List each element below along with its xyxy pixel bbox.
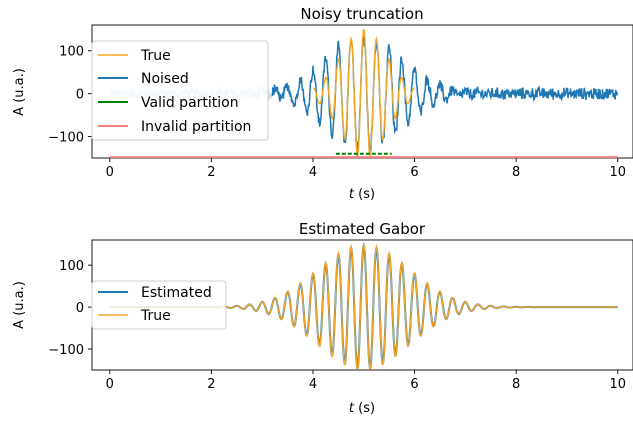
legend-true-label: True [140, 48, 171, 64]
top-xtick-label: 2 [207, 165, 215, 180]
top-legend: True Noised Valid partition Invalid part… [91, 40, 269, 141]
bottom-ylabel: A (u.a.) [12, 281, 27, 329]
top-ytick-label: 0 [76, 88, 84, 103]
top-ytick-label: −100 [48, 131, 84, 146]
bottom-ytick-label: −100 [48, 343, 84, 358]
top-ylabel: A (u.a.) [12, 68, 27, 116]
bottom-ytick-label: 100 [59, 259, 84, 274]
top-xlabel: t (s) [349, 187, 375, 202]
bottom-xtick-label: 10 [609, 377, 626, 392]
legend-noised-label: Noised [141, 71, 189, 87]
legend-invalid-label: Invalid partition [141, 119, 251, 135]
bottom-xtick-label: 2 [207, 377, 215, 392]
top-xtick-label: 10 [609, 165, 626, 180]
bottom-xtick-label: 0 [106, 377, 114, 392]
top-title: Noisy truncation [300, 5, 423, 23]
bottom-panel: Estimated Gabor 0 2 4 6 8 10 100 0 −100 t (s) A… [12, 220, 633, 416]
bottom-x-ticks: 0 2 4 6 8 10 [106, 370, 626, 392]
top-xtick-label: 6 [410, 165, 418, 180]
legend-valid-label: Valid partition [141, 95, 239, 111]
bottom-legend: Estimated True [91, 280, 227, 330]
true-series [312, 29, 415, 157]
noised-series [271, 35, 619, 157]
top-xtick-label: 0 [106, 165, 114, 180]
top-y-ticks: 100 0 −100 [48, 45, 92, 146]
bottom-xtick-label: 8 [512, 377, 520, 392]
bottom-xtick-label: 6 [410, 377, 418, 392]
legend-estimated-label: Estimated [141, 285, 212, 301]
legend-true-label-bottom: True [140, 308, 171, 324]
top-x-ticks: 0 2 4 6 8 10 [106, 158, 626, 180]
top-xlabel-unit: (s) [354, 187, 375, 202]
bottom-ytick-label: 0 [76, 301, 84, 316]
bottom-y-ticks: 100 0 −100 [48, 259, 92, 358]
bottom-title: Estimated Gabor [299, 220, 426, 238]
top-xtick-label: 8 [512, 165, 520, 180]
bottom-xlabel: t (s) [349, 401, 375, 416]
bottom-xlabel-var: t [349, 401, 355, 416]
top-xlabel-var: t [349, 187, 355, 202]
top-xtick-label: 4 [309, 165, 317, 180]
top-legend-box [91, 40, 269, 141]
top-ytick-label: 100 [59, 45, 84, 60]
bottom-xtick-label: 4 [309, 377, 317, 392]
bottom-xlabel-unit: (s) [354, 401, 375, 416]
